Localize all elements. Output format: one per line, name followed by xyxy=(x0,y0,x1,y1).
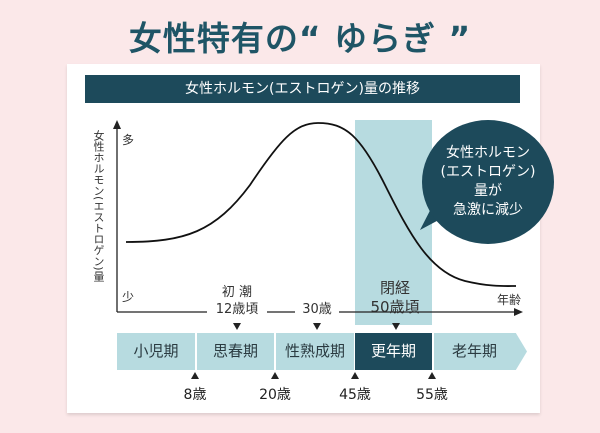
phase-puberty: 思春期 xyxy=(197,333,274,370)
y-low-label: 少 xyxy=(122,290,135,304)
marker-line2: 50歳頃 xyxy=(370,298,420,316)
y-high-label: 多 xyxy=(122,133,135,147)
diagram-title: 女性ホルモン(エストロゲン)量の推移 xyxy=(85,75,520,103)
age-triangle xyxy=(428,372,436,379)
phase-menopause: 更年期 xyxy=(355,333,432,370)
age-label: 55歳 xyxy=(416,387,448,403)
y-axis-label: 女性ホルモン(エストロゲン)量 xyxy=(92,130,105,282)
marker-triangle xyxy=(392,323,400,330)
hormone-curve xyxy=(125,122,517,287)
bubble-line: 急激に減少 xyxy=(453,202,523,218)
marker-triangle xyxy=(233,323,241,330)
age-label: 45歳 xyxy=(339,387,371,403)
marker-line2: 30歳 xyxy=(302,302,332,317)
y-axis-arrow xyxy=(113,120,121,129)
x-axis-label: 年齢 xyxy=(497,293,522,307)
marker-30: 30歳 xyxy=(295,301,339,318)
marker-line1: 初 潮 xyxy=(221,285,253,300)
x-axis-arrow xyxy=(514,308,523,316)
age-label: 20歳 xyxy=(259,387,291,403)
age-label: 8歳 xyxy=(183,387,207,403)
page-heading: 女性特有の“ ゆらぎ ” xyxy=(128,19,472,58)
phase-maturity: 性熟成期 xyxy=(276,333,354,370)
marker-menopause: 閉経 50歳頃 xyxy=(360,279,430,317)
phase-childhood: 小児期 xyxy=(117,333,195,370)
marker-triangle xyxy=(313,323,321,330)
age-triangle xyxy=(351,372,359,379)
marker-line1: 閉経 xyxy=(379,279,410,297)
bubble-line: (エストロゲン) xyxy=(440,164,536,180)
callout-bubble: 女性ホルモン (エストロゲン) 量が 急激に減少 xyxy=(422,120,554,244)
marker-menarche: 初 潮 12歳頃 xyxy=(207,284,267,318)
bubble-line: 量が xyxy=(474,183,502,199)
age-triangle xyxy=(191,372,199,379)
marker-line2: 12歳頃 xyxy=(215,302,259,317)
phase-senescence: 老年期 xyxy=(434,333,527,370)
bubble-line: 女性ホルモン xyxy=(446,145,530,161)
age-triangle xyxy=(271,372,279,379)
